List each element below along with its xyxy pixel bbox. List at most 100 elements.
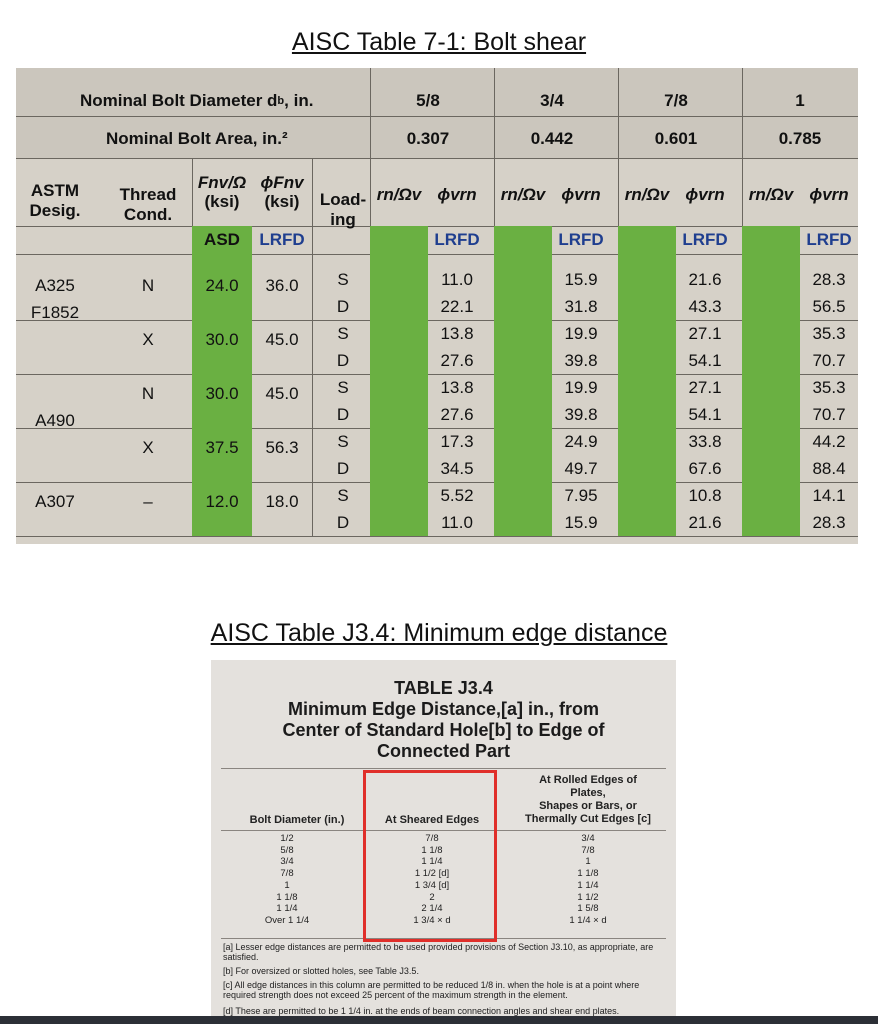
nominal-area-value: 0.442: [530, 129, 574, 148]
asd-green-block: [618, 226, 676, 536]
table-cell: 17.3: [440, 431, 474, 451]
rolled-edge-value: 1 1/2: [577, 891, 599, 903]
table-cell: 33.8: [688, 431, 722, 451]
j34-subtitle-1: Minimum Edge Distance,[a] in., from: [287, 699, 600, 719]
table-cell: 11.0: [441, 512, 473, 532]
sheared-edge-value: 2: [429, 891, 435, 903]
asd-green-block: [742, 226, 800, 536]
asd-green-block: [494, 226, 552, 536]
table1-heading: AISC Table 7-1: Bolt shear: [291, 28, 587, 56]
fnv-lrfd-value: 45.0: [265, 383, 299, 403]
rolled-edges-header: At Rolled Edges of Plates, Shapes or Bar…: [525, 774, 651, 825]
grid-line: [618, 68, 619, 158]
fnv-omega-header: Fnv/Ω (ksi): [197, 173, 247, 211]
table-cell: 39.8: [564, 404, 598, 424]
nominal-area-value: 0.601: [654, 129, 698, 148]
table-cell: 28.3: [812, 269, 846, 289]
nominal-area-value: 0.785: [778, 129, 822, 148]
sheared-edge-value: 1 1/8: [421, 844, 443, 856]
pair-header-lrfd: ϕvrn: [437, 185, 477, 204]
table-cell: 54.1: [688, 350, 722, 370]
table-cell: 19.9: [564, 323, 598, 343]
thread-cond: –: [143, 491, 153, 511]
asd-green-block: [370, 226, 428, 536]
thread-cond: N: [141, 275, 155, 295]
table-cell: 13.8: [440, 377, 474, 397]
fnv-lrfd-value: 36.0: [265, 275, 299, 295]
pair-header-asd: rn/Ωv: [376, 185, 422, 204]
footnote-d: [d] These are permitted to be 1 1/4 in. …: [223, 1006, 620, 1016]
lrfd-header: LRFD: [558, 230, 604, 249]
table-cell: 15.9: [564, 269, 598, 289]
table-cell: 7.95: [564, 485, 598, 505]
table-cell: 5.52: [440, 485, 474, 505]
rolled-edge-value: 1 1/8: [577, 868, 599, 880]
bolt-diameter-column: 1/2 5/8 3/4 7/8 1 1 1/8 1 1/4 Over 1 1/4: [227, 833, 347, 927]
sheared-edge-value: 1 1/2 [d]: [414, 868, 450, 880]
grid-line: [16, 320, 858, 321]
thread-cond: X: [142, 437, 154, 457]
rolled-edge-value: 1 1/4: [577, 879, 599, 891]
footnote-b: [b] For oversized or slotted holes, see …: [223, 966, 419, 976]
rolled-edge-value: 1 1/4 × d: [569, 914, 607, 926]
bottom-bar: [0, 1016, 878, 1024]
nominal-diameter-value: 1: [795, 91, 805, 110]
table-j3-4-photo: TABLE J3.4 Minimum Edge Distance,[a] in.…: [211, 660, 676, 1024]
grid-line: [16, 158, 858, 159]
header-shade: [16, 68, 858, 158]
fnv-asd-value: 37.5: [205, 437, 239, 457]
table-cell: 88.4: [812, 458, 846, 478]
pair-header-asd: rn/Ωv: [624, 185, 670, 204]
thread-cond-header: Thread Cond.: [119, 185, 177, 224]
nominal-area-value: 0.307: [406, 129, 450, 148]
bolt-diameter-value: 1 1/4: [276, 903, 298, 915]
grid-line: [16, 482, 858, 483]
grid-line: [16, 254, 858, 255]
rolled-edges-column: 3/4 7/8 1 1 1/8 1 1/4 1 1/2 1 5/8 1 1/4 × d: [503, 833, 673, 927]
bolt-diameter-value: Over 1 1/4: [264, 914, 310, 926]
table-cell: 15.9: [564, 512, 598, 532]
bolt-diameter-value: 7/8: [280, 868, 294, 880]
bolt-diameter-value: 1: [284, 879, 290, 891]
sheared-edge-value: 1 3/4 [d]: [414, 879, 450, 891]
grid-line: [16, 374, 858, 375]
table-cell: 35.3: [812, 323, 846, 343]
loading-type: D: [336, 296, 350, 316]
fnv-asd-value: 24.0: [205, 275, 239, 295]
table-cell: 56.5: [812, 296, 846, 316]
loading-type: S: [337, 269, 349, 289]
table-cell: 34.5: [440, 458, 474, 478]
fnv-lrfd-value: 18.0: [265, 491, 299, 511]
rolled-edge-value: 7/8: [581, 844, 595, 856]
table-cell: 28.3: [812, 512, 846, 532]
table-cell: 43.3: [688, 296, 722, 316]
lrfd-header: LRFD: [259, 230, 305, 249]
table-cell: 70.7: [812, 350, 846, 370]
fnv-asd-value: 30.0: [205, 329, 239, 349]
sheared-edge-value: 7/8: [425, 833, 439, 844]
nominal-area-label: Nominal Bolt Area, in.²: [106, 129, 288, 148]
nominal-diameter-value: 3/4: [540, 91, 564, 110]
table-cell: 49.7: [564, 458, 598, 478]
loading-type: D: [336, 350, 350, 370]
loading-header: Load-ing: [319, 190, 367, 229]
table-cell: 24.9: [564, 431, 598, 451]
table-cell: 27.1: [688, 323, 722, 343]
fnv-asd-value: 30.0: [205, 383, 239, 403]
nominal-diameter-label: Nominal Bolt Diameter d: [80, 91, 278, 110]
thread-cond: N: [141, 383, 155, 403]
grid-line: [16, 116, 858, 117]
highlight-box: [363, 770, 497, 942]
footnote-a: [a] Lesser edge distances are permitted …: [223, 942, 654, 962]
table-cell: 54.1: [688, 404, 722, 424]
loading-type: D: [336, 512, 350, 532]
table-cell: 19.9: [564, 377, 598, 397]
lrfd-header: LRFD: [806, 230, 852, 249]
table-cell: 21.6: [688, 512, 722, 532]
astm-desig: F1852: [30, 302, 80, 322]
sheared-edge-value: 2 1/4: [421, 903, 443, 915]
grid-line: [16, 226, 858, 227]
astm-desig: A325: [35, 275, 75, 295]
bolt-diameter-value: 5/8: [280, 844, 294, 856]
